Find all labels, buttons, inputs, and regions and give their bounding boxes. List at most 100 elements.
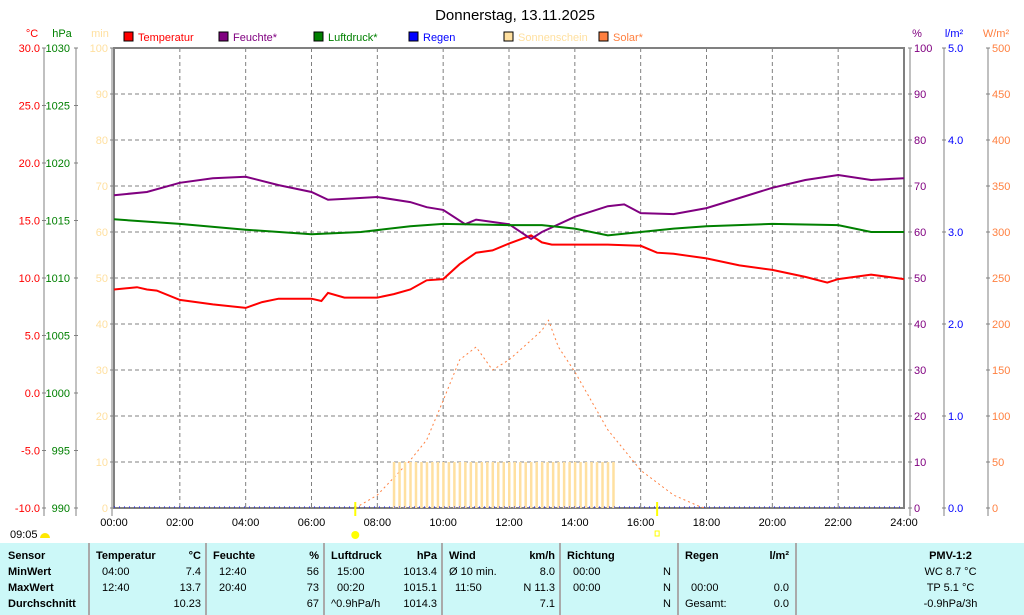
cell: 0.0 xyxy=(773,582,789,594)
legend-label: Regen xyxy=(423,32,455,44)
y-tick-label: 50 xyxy=(992,457,1004,469)
y-tick-label: -10.0 xyxy=(15,503,40,515)
sunshine-bar xyxy=(557,462,560,508)
x-tick-label: 10:00 xyxy=(429,517,457,529)
y-tick-label: 90 xyxy=(914,89,926,101)
y-tick-label: 40 xyxy=(96,319,108,331)
col-header: Richtung xyxy=(567,550,615,562)
y-tick-label: 0.0 xyxy=(25,388,40,400)
legend-swatch xyxy=(218,31,229,42)
cell: WC 8.7 °C xyxy=(924,566,977,578)
sunshine-bar xyxy=(447,462,451,508)
col-header: Sensor xyxy=(8,550,46,562)
sunshine-bar xyxy=(453,462,456,508)
y-tick-label: 0 xyxy=(992,503,998,515)
legend-swatch xyxy=(408,31,419,42)
y-tick-label: 20 xyxy=(96,411,108,423)
legend-swatch xyxy=(313,31,324,42)
cell: 1013.4 xyxy=(403,566,437,578)
cell: 00:00 xyxy=(573,582,601,594)
cell: Gesamt: xyxy=(685,598,727,610)
y-tick-label: -5.0 xyxy=(21,446,40,458)
sunshine-bar xyxy=(584,462,588,508)
y-axis-unit: °C xyxy=(26,28,38,40)
cell: 7.1 xyxy=(539,598,555,610)
sunshine-bar xyxy=(475,462,478,508)
y-tick-label: 60 xyxy=(914,227,926,239)
sunshine-bar xyxy=(392,462,396,508)
sunshine-bar xyxy=(414,462,418,508)
x-tick-label: 16:00 xyxy=(627,517,655,529)
y-tick-label: 0 xyxy=(102,503,108,515)
y-tick-label: 100 xyxy=(914,43,932,55)
cell: 73 xyxy=(306,582,319,594)
y-tick-label: 50 xyxy=(914,273,926,285)
legend-swatch xyxy=(503,31,514,42)
cell: TP 5.1 °C xyxy=(926,582,975,594)
sunrise-icon xyxy=(351,531,360,539)
current-time: 09:05 xyxy=(10,529,38,541)
y-tick-label: 400 xyxy=(992,135,1010,147)
y-tick-label: 1.0 xyxy=(948,411,963,423)
sunshine-bar xyxy=(529,462,533,508)
sunshine-bar xyxy=(562,462,566,508)
x-tick-label: 02:00 xyxy=(166,517,194,529)
x-tick-label: 04:00 xyxy=(232,517,260,529)
y-tick-label: 10 xyxy=(914,457,926,469)
sunshine-bar xyxy=(524,462,527,508)
y-tick-label: 350 xyxy=(992,181,1010,193)
sunshine-bar xyxy=(486,462,489,508)
sunshine-bar xyxy=(595,462,599,508)
cell: 13.7 xyxy=(179,582,201,594)
legend-label: Temperatur xyxy=(138,32,194,44)
y-tick-label: 10.0 xyxy=(19,273,40,285)
y-tick-label: 30.0 xyxy=(19,43,40,55)
sunshine-bar xyxy=(590,462,593,508)
legend: Temperatur Feuchte* Luftdruck* Regen Sonnens… xyxy=(123,31,644,44)
y-tick-label: 80 xyxy=(914,135,926,147)
grid xyxy=(113,47,905,509)
row-label-min: MinWert xyxy=(8,566,52,578)
col-header: PMV-1:2 xyxy=(929,550,972,562)
sun-icon xyxy=(40,533,50,538)
y-axis-unit: min xyxy=(91,28,109,40)
legend-label: Luftdruck* xyxy=(328,32,378,44)
sunshine-bar xyxy=(431,462,434,508)
y-tick-label: 100 xyxy=(992,411,1010,423)
y-tick-label: 1020 xyxy=(46,158,70,170)
series-line-feuchte xyxy=(113,173,905,241)
y-tick-label: 150 xyxy=(992,365,1010,377)
y-tick-label: 70 xyxy=(96,181,108,193)
cell: 1015.1 xyxy=(403,582,437,594)
unit: hPa xyxy=(416,550,437,562)
sunshine-bar xyxy=(464,462,467,508)
legend-label: Feuchte* xyxy=(233,32,278,44)
y-tick-label: 50 xyxy=(96,273,108,285)
y-tick-label: 1030 xyxy=(46,43,70,55)
y-tick-label: 30 xyxy=(914,365,926,377)
cell: N xyxy=(663,598,671,610)
sunshine-bar xyxy=(409,462,412,508)
weather-chart: Donnerstag, 13.11.2025 00:00 02:00 04:00 06… xyxy=(10,7,1010,541)
cell: 1014.3 xyxy=(403,598,437,610)
y-tick-label: 90 xyxy=(96,89,108,101)
sunshine-bar xyxy=(513,462,516,508)
y-tick-label: 0.0 xyxy=(948,503,963,515)
legend-swatch xyxy=(123,31,134,42)
y-axis-unit: W/m² xyxy=(983,28,1010,40)
marks xyxy=(113,173,905,539)
x-tick-label: 20:00 xyxy=(759,517,787,529)
y-axis-unit: l/m² xyxy=(945,28,964,40)
y-tick-label: 10 xyxy=(96,457,108,469)
y-tick-label: 990 xyxy=(52,503,70,515)
cell: 00:00 xyxy=(573,566,601,578)
y-tick-label: 500 xyxy=(992,43,1010,55)
cell: ^0.9hPa/h xyxy=(331,598,381,610)
sunshine-bar xyxy=(502,462,506,508)
sunshine-bar xyxy=(568,462,571,508)
col-header: Regen xyxy=(685,550,719,562)
cell: 00:00 xyxy=(691,582,719,594)
unit: °C xyxy=(188,550,201,562)
sunshine-bar xyxy=(540,462,544,508)
legend-swatch xyxy=(598,31,609,42)
